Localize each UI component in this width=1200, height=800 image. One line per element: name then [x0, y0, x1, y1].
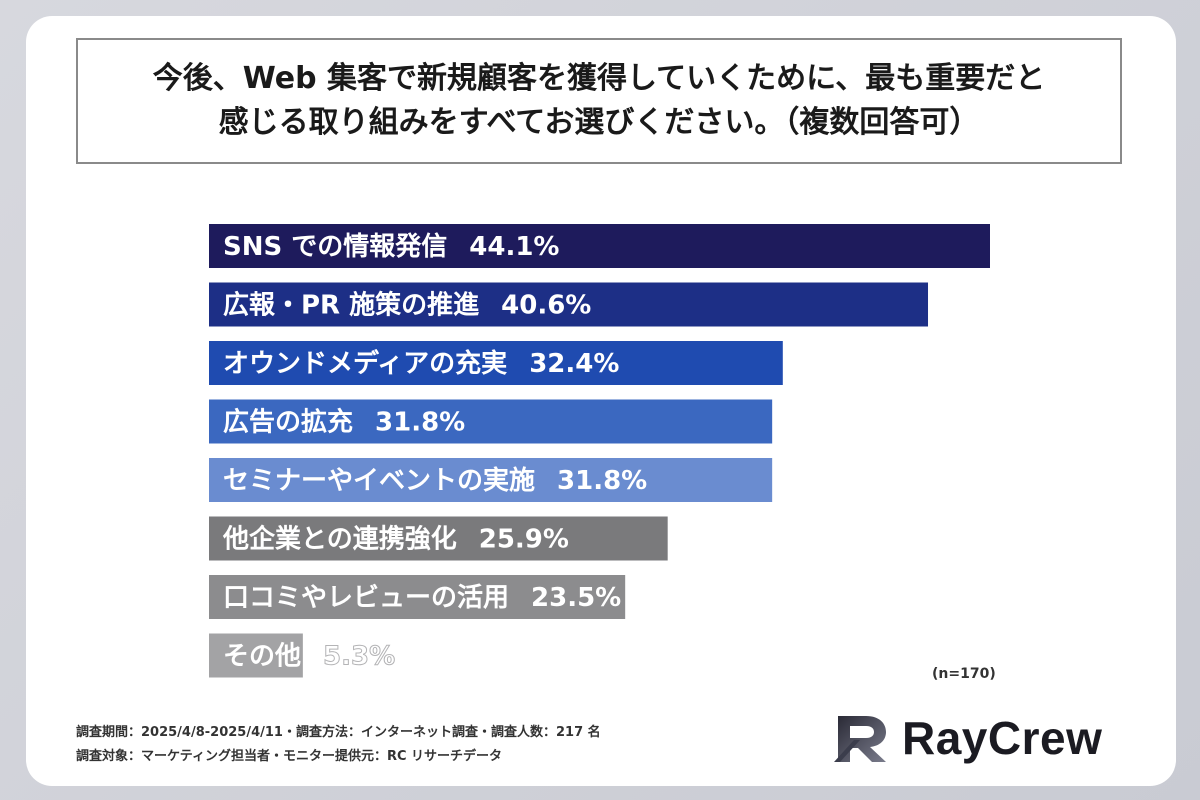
bar	[209, 224, 990, 268]
value-label: 23.5%	[531, 583, 621, 613]
bar-label: 広報・PR 施策の推進 40.6%	[223, 290, 591, 321]
bar	[209, 399, 773, 444]
value-label: 40.6%	[501, 291, 591, 321]
category-label: 広報・PR 施策の推進	[223, 290, 479, 321]
brand-logo: RayCrew	[832, 708, 1102, 768]
bar-label: 広告の拡充 31.8%	[223, 407, 465, 438]
raycrew-logo-icon	[834, 716, 886, 762]
category-label: SNS での情報発信	[223, 232, 447, 262]
bar-label: オウンドメディアの充実 32.4%	[223, 348, 619, 379]
bar-label: その他 5.3%	[223, 642, 395, 672]
value-label: 31.8%	[557, 466, 647, 496]
bar-label: SNS での情報発信 44.1%	[223, 232, 559, 262]
category-label: 他企業との連携強化	[222, 524, 457, 555]
bar-label: 他企業との連携強化 25.9%	[222, 524, 569, 555]
category-label: オウンドメディアの充実	[223, 348, 507, 379]
value-label: 5.3%	[323, 642, 395, 672]
category-label: その他	[223, 642, 301, 672]
bar-chart: SNS での情報発信 44.1% 広報・PR 施策の推進 40.6% オウンドメディアの…	[209, 224, 990, 678]
bar	[209, 516, 668, 561]
category-label: 口コミやレビューの活用	[223, 583, 509, 613]
bar	[209, 458, 773, 502]
bar	[209, 633, 303, 678]
bar-label: セミナーやイベントの実施 31.8%	[223, 465, 647, 496]
value-label: 31.8%	[375, 408, 465, 438]
sample-size-note: (n=170)	[932, 666, 996, 682]
question-line-2: 感じる取り組みをすべてお選びください。（複数回答可）	[218, 105, 980, 140]
brand-name: RayCrew	[902, 712, 1103, 764]
question-title: 今後、Web 集客で新規顧客を獲得していくために、最も重要だと 感じる取り組みを…	[109, 57, 1089, 145]
question-box: 今後、Web 集客で新規顧客を獲得していくために、最も重要だと 感じる取り組みを…	[76, 38, 1122, 164]
bar	[209, 575, 626, 619]
survey-footer: 調査期間：2025/4/8-2025/4/11・調査方法：インターネット調査・調…	[76, 721, 601, 769]
footer-line-2: 調査対象：マーケティング担当者・モニター提供元：RC リサーチデータ	[76, 749, 503, 764]
bar-label: 口コミやレビューの活用 23.5%	[223, 583, 621, 613]
category-label: セミナーやイベントの実施	[223, 465, 535, 496]
bar	[209, 282, 929, 327]
bar	[209, 341, 783, 385]
value-label: 25.9%	[479, 525, 569, 555]
question-line-1: 今後、Web 集客で新規顧客を獲得していくために、最も重要だと	[152, 61, 1046, 96]
category-label: 広告の拡充	[223, 407, 353, 438]
survey-card: 今後、Web 集客で新規顧客を獲得していくために、最も重要だと 感じる取り組みを…	[26, 16, 1176, 786]
value-label: 32.4%	[529, 349, 619, 379]
footer-line-1: 調査期間：2025/4/8-2025/4/11・調査方法：インターネット調査・調…	[76, 725, 601, 740]
value-label: 44.1%	[469, 232, 559, 262]
